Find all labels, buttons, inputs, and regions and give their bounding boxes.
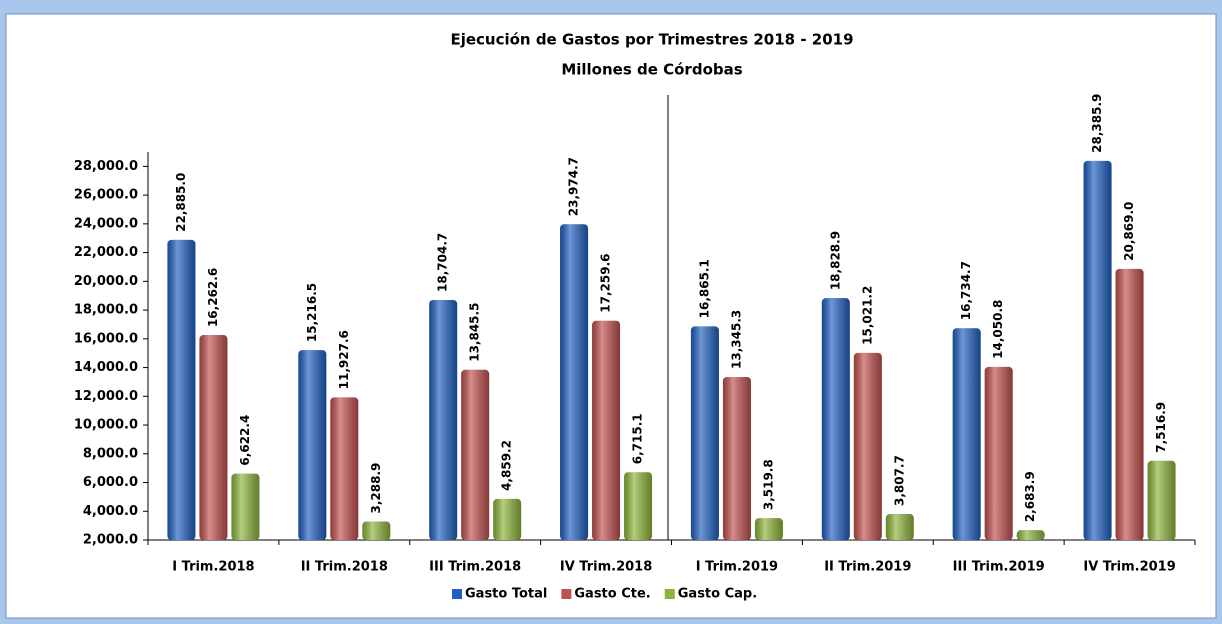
- bar-shine: [592, 320, 621, 540]
- legend-label: Gasto Total: [465, 587, 547, 602]
- value-label: 22,885.0: [174, 173, 188, 232]
- bar-shine: [690, 326, 719, 540]
- y-tick-label: 14,000.0: [74, 360, 138, 375]
- value-label: 3,807.7: [892, 455, 906, 506]
- x-tick-label: I Trim.2018: [172, 560, 254, 575]
- value-label: 6,622.4: [238, 415, 252, 466]
- legend-swatch: [664, 589, 675, 599]
- x-tick-label: IV Trim.2018: [560, 560, 652, 575]
- value-label: 28,385.9: [1090, 94, 1104, 153]
- value-label: 16,865.1: [697, 259, 711, 318]
- value-label: 18,704.7: [436, 233, 450, 292]
- bar-shine: [1147, 460, 1176, 540]
- x-tick-label: III Trim.2019: [953, 560, 1045, 575]
- y-tick-label: 8,000.0: [83, 446, 138, 461]
- bar-shine: [1115, 268, 1144, 540]
- legend-label: Gasto Cap.: [678, 587, 757, 602]
- y-tick-label: 24,000.0: [74, 216, 138, 231]
- value-label: 7,516.9: [1154, 402, 1168, 453]
- y-tick-label: 20,000.0: [74, 274, 138, 289]
- x-tick-label: IV Trim.2019: [1083, 560, 1175, 575]
- bar-shine: [231, 473, 260, 540]
- bar-shine: [754, 518, 783, 540]
- value-label: 23,974.7: [567, 157, 581, 216]
- value-label: 3,288.9: [369, 463, 383, 514]
- x-tick-label: II Trim.2019: [824, 560, 911, 575]
- y-tick-label: 4,000.0: [83, 504, 138, 519]
- x-tick-label: III Trim.2018: [429, 560, 521, 575]
- value-label: 13,845.5: [468, 303, 482, 362]
- legend-label: Gasto Cte.: [574, 587, 650, 602]
- bar-shine: [885, 514, 914, 540]
- y-tick-label: 10,000.0: [74, 418, 138, 433]
- value-label: 18,828.9: [828, 231, 842, 290]
- bar-shine: [560, 224, 589, 540]
- value-label: 17,259.6: [599, 253, 613, 312]
- bar-shine: [461, 369, 490, 540]
- bar-shine: [362, 521, 391, 540]
- bar-shine: [821, 298, 850, 540]
- value-label: 11,927.6: [337, 330, 351, 389]
- chart-subtitle: Millones de Córdobas: [561, 61, 742, 79]
- x-tick-label: I Trim.2019: [696, 560, 778, 575]
- y-tick-label: 16,000.0: [74, 331, 138, 346]
- y-tick-label: 22,000.0: [74, 245, 138, 260]
- chart-title: Ejecución de Gastos por Trimestres 2018 …: [450, 31, 853, 49]
- value-label: 16,262.6: [206, 268, 220, 327]
- bar-shine: [199, 335, 228, 540]
- bar-shine: [1016, 530, 1045, 540]
- y-tick-label: 18,000.0: [74, 303, 138, 318]
- bar-shine: [1083, 160, 1112, 541]
- y-tick-label: 6,000.0: [83, 475, 138, 490]
- value-label: 6,715.1: [631, 413, 645, 464]
- y-tick-label: 26,000.0: [74, 188, 138, 203]
- bar-shine: [330, 397, 359, 540]
- value-label: 3,519.8: [761, 459, 775, 510]
- value-label: 13,345.3: [729, 310, 743, 369]
- value-label: 14,050.8: [991, 300, 1005, 359]
- bar-shine: [624, 472, 653, 540]
- x-tick-label: II Trim.2018: [301, 560, 388, 575]
- bar-shine: [429, 299, 458, 540]
- legend-swatch: [452, 589, 462, 599]
- y-tick-label: 2,000.0: [83, 533, 138, 548]
- bar-shine: [853, 352, 882, 540]
- value-label: 16,734.7: [959, 261, 973, 320]
- y-tick-label: 28,000.0: [74, 159, 138, 174]
- value-label: 15,216.5: [305, 283, 319, 342]
- value-label: 15,021.2: [860, 286, 874, 345]
- value-label: 2,683.9: [1023, 471, 1037, 522]
- bar-shine: [493, 498, 522, 540]
- bar-shine: [722, 376, 751, 540]
- value-label: 20,869.0: [1122, 202, 1136, 261]
- value-label: 4,859.2: [500, 440, 514, 491]
- bar-shine: [952, 328, 981, 540]
- bar-shine: [167, 239, 196, 540]
- bar-shine: [984, 366, 1013, 540]
- y-tick-label: 12,000.0: [74, 389, 138, 404]
- bar-shine: [298, 350, 327, 540]
- legend-swatch: [561, 589, 572, 599]
